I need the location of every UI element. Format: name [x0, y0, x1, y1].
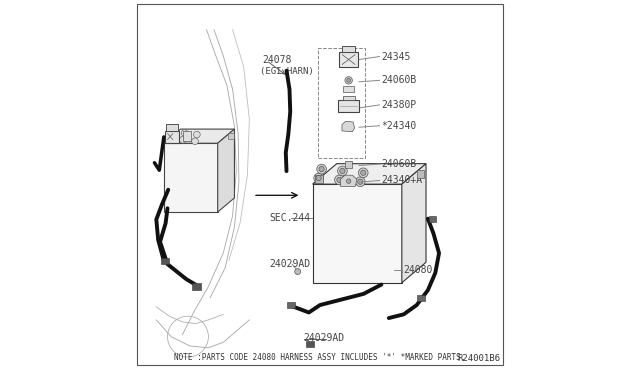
Circle shape: [181, 130, 188, 137]
Circle shape: [355, 177, 365, 187]
Bar: [183, 131, 191, 141]
Bar: [429, 216, 436, 222]
Circle shape: [345, 77, 353, 84]
Circle shape: [337, 177, 342, 183]
Bar: [339, 52, 358, 67]
Circle shape: [319, 166, 324, 172]
Circle shape: [347, 78, 351, 82]
Text: 24078: 24078: [262, 55, 292, 64]
Text: SEC.244: SEC.244: [270, 213, 311, 222]
Bar: [338, 100, 359, 112]
Polygon shape: [164, 143, 218, 212]
Text: 24380P: 24380P: [381, 100, 417, 110]
Bar: [166, 136, 173, 142]
Text: 24029AD: 24029AD: [303, 333, 344, 343]
Bar: [306, 341, 314, 347]
Bar: [228, 133, 234, 139]
Circle shape: [358, 168, 368, 178]
Text: 24080: 24080: [404, 265, 433, 275]
Circle shape: [179, 137, 186, 143]
Bar: [417, 170, 424, 177]
Polygon shape: [164, 129, 234, 143]
Bar: [287, 302, 294, 308]
Text: (EGI HARN): (EGI HARN): [260, 67, 314, 76]
Text: *24340: *24340: [381, 121, 417, 131]
Text: 24345: 24345: [381, 52, 411, 61]
Polygon shape: [342, 121, 355, 132]
Bar: [191, 283, 201, 290]
Circle shape: [316, 175, 321, 181]
Text: 24029AD: 24029AD: [270, 259, 311, 269]
Bar: [161, 258, 169, 264]
Circle shape: [337, 166, 348, 176]
Circle shape: [358, 179, 363, 185]
Circle shape: [193, 131, 200, 138]
Polygon shape: [402, 164, 426, 283]
Bar: [166, 124, 178, 131]
Bar: [164, 131, 179, 142]
Text: 24060B: 24060B: [381, 159, 417, 169]
Bar: [345, 161, 353, 168]
Circle shape: [340, 168, 345, 173]
Polygon shape: [312, 184, 402, 283]
Text: NOTE :PARTS CODE 24080 HARNESS ASSY INCLUDES '*' *MARKED PARTS.: NOTE :PARTS CODE 24080 HARNESS ASSY INCL…: [174, 353, 466, 362]
Polygon shape: [340, 175, 357, 186]
Circle shape: [314, 173, 323, 183]
Circle shape: [167, 135, 174, 142]
Circle shape: [317, 164, 326, 174]
Circle shape: [191, 138, 198, 145]
Text: R24001B6: R24001B6: [458, 355, 500, 363]
Polygon shape: [312, 164, 426, 184]
Bar: [342, 96, 355, 100]
Bar: [342, 46, 355, 52]
Text: 24060B: 24060B: [381, 76, 417, 85]
Bar: [316, 175, 323, 183]
Bar: [344, 86, 354, 92]
Bar: [417, 295, 425, 301]
Circle shape: [335, 175, 344, 185]
Circle shape: [294, 269, 301, 275]
Circle shape: [169, 128, 175, 135]
Text: 24340+A: 24340+A: [381, 176, 422, 185]
Circle shape: [346, 179, 351, 183]
Circle shape: [361, 170, 366, 176]
Polygon shape: [218, 129, 234, 212]
